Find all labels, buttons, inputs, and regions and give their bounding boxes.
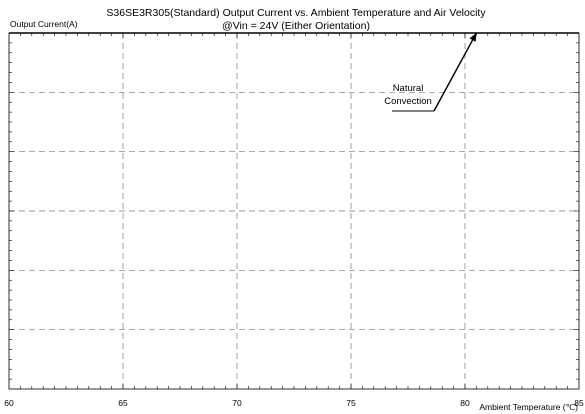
grid bbox=[9, 33, 579, 389]
x-tick-label: 60 bbox=[4, 398, 14, 408]
x-tick-label: 75 bbox=[346, 398, 356, 408]
chart-subtitle: @Vin = 24V (Either Orientation) bbox=[222, 20, 370, 32]
annotation-line-2: Convection bbox=[384, 96, 432, 107]
x-tick-label: 85 bbox=[574, 398, 584, 408]
x-tick-label: 65 bbox=[118, 398, 128, 408]
annotation-line-1: Natural bbox=[393, 83, 424, 94]
x-axis-label: Ambient Temperature (℃) bbox=[479, 402, 578, 412]
x-tick-label: 80 bbox=[460, 398, 470, 408]
x-tick-label: 70 bbox=[232, 398, 242, 408]
chart-title: S36SE3R305(Standard) Output Current vs. … bbox=[106, 7, 486, 19]
annotation-arrow-line bbox=[433, 32, 478, 112]
annotation-arrowhead bbox=[469, 33, 477, 42]
y-axis-label: Output Current(A) bbox=[10, 19, 78, 29]
tick-labels: 60 65 70 75 80 85 bbox=[4, 398, 584, 408]
annotation-natural-convection: Natural Convection bbox=[384, 32, 478, 112]
